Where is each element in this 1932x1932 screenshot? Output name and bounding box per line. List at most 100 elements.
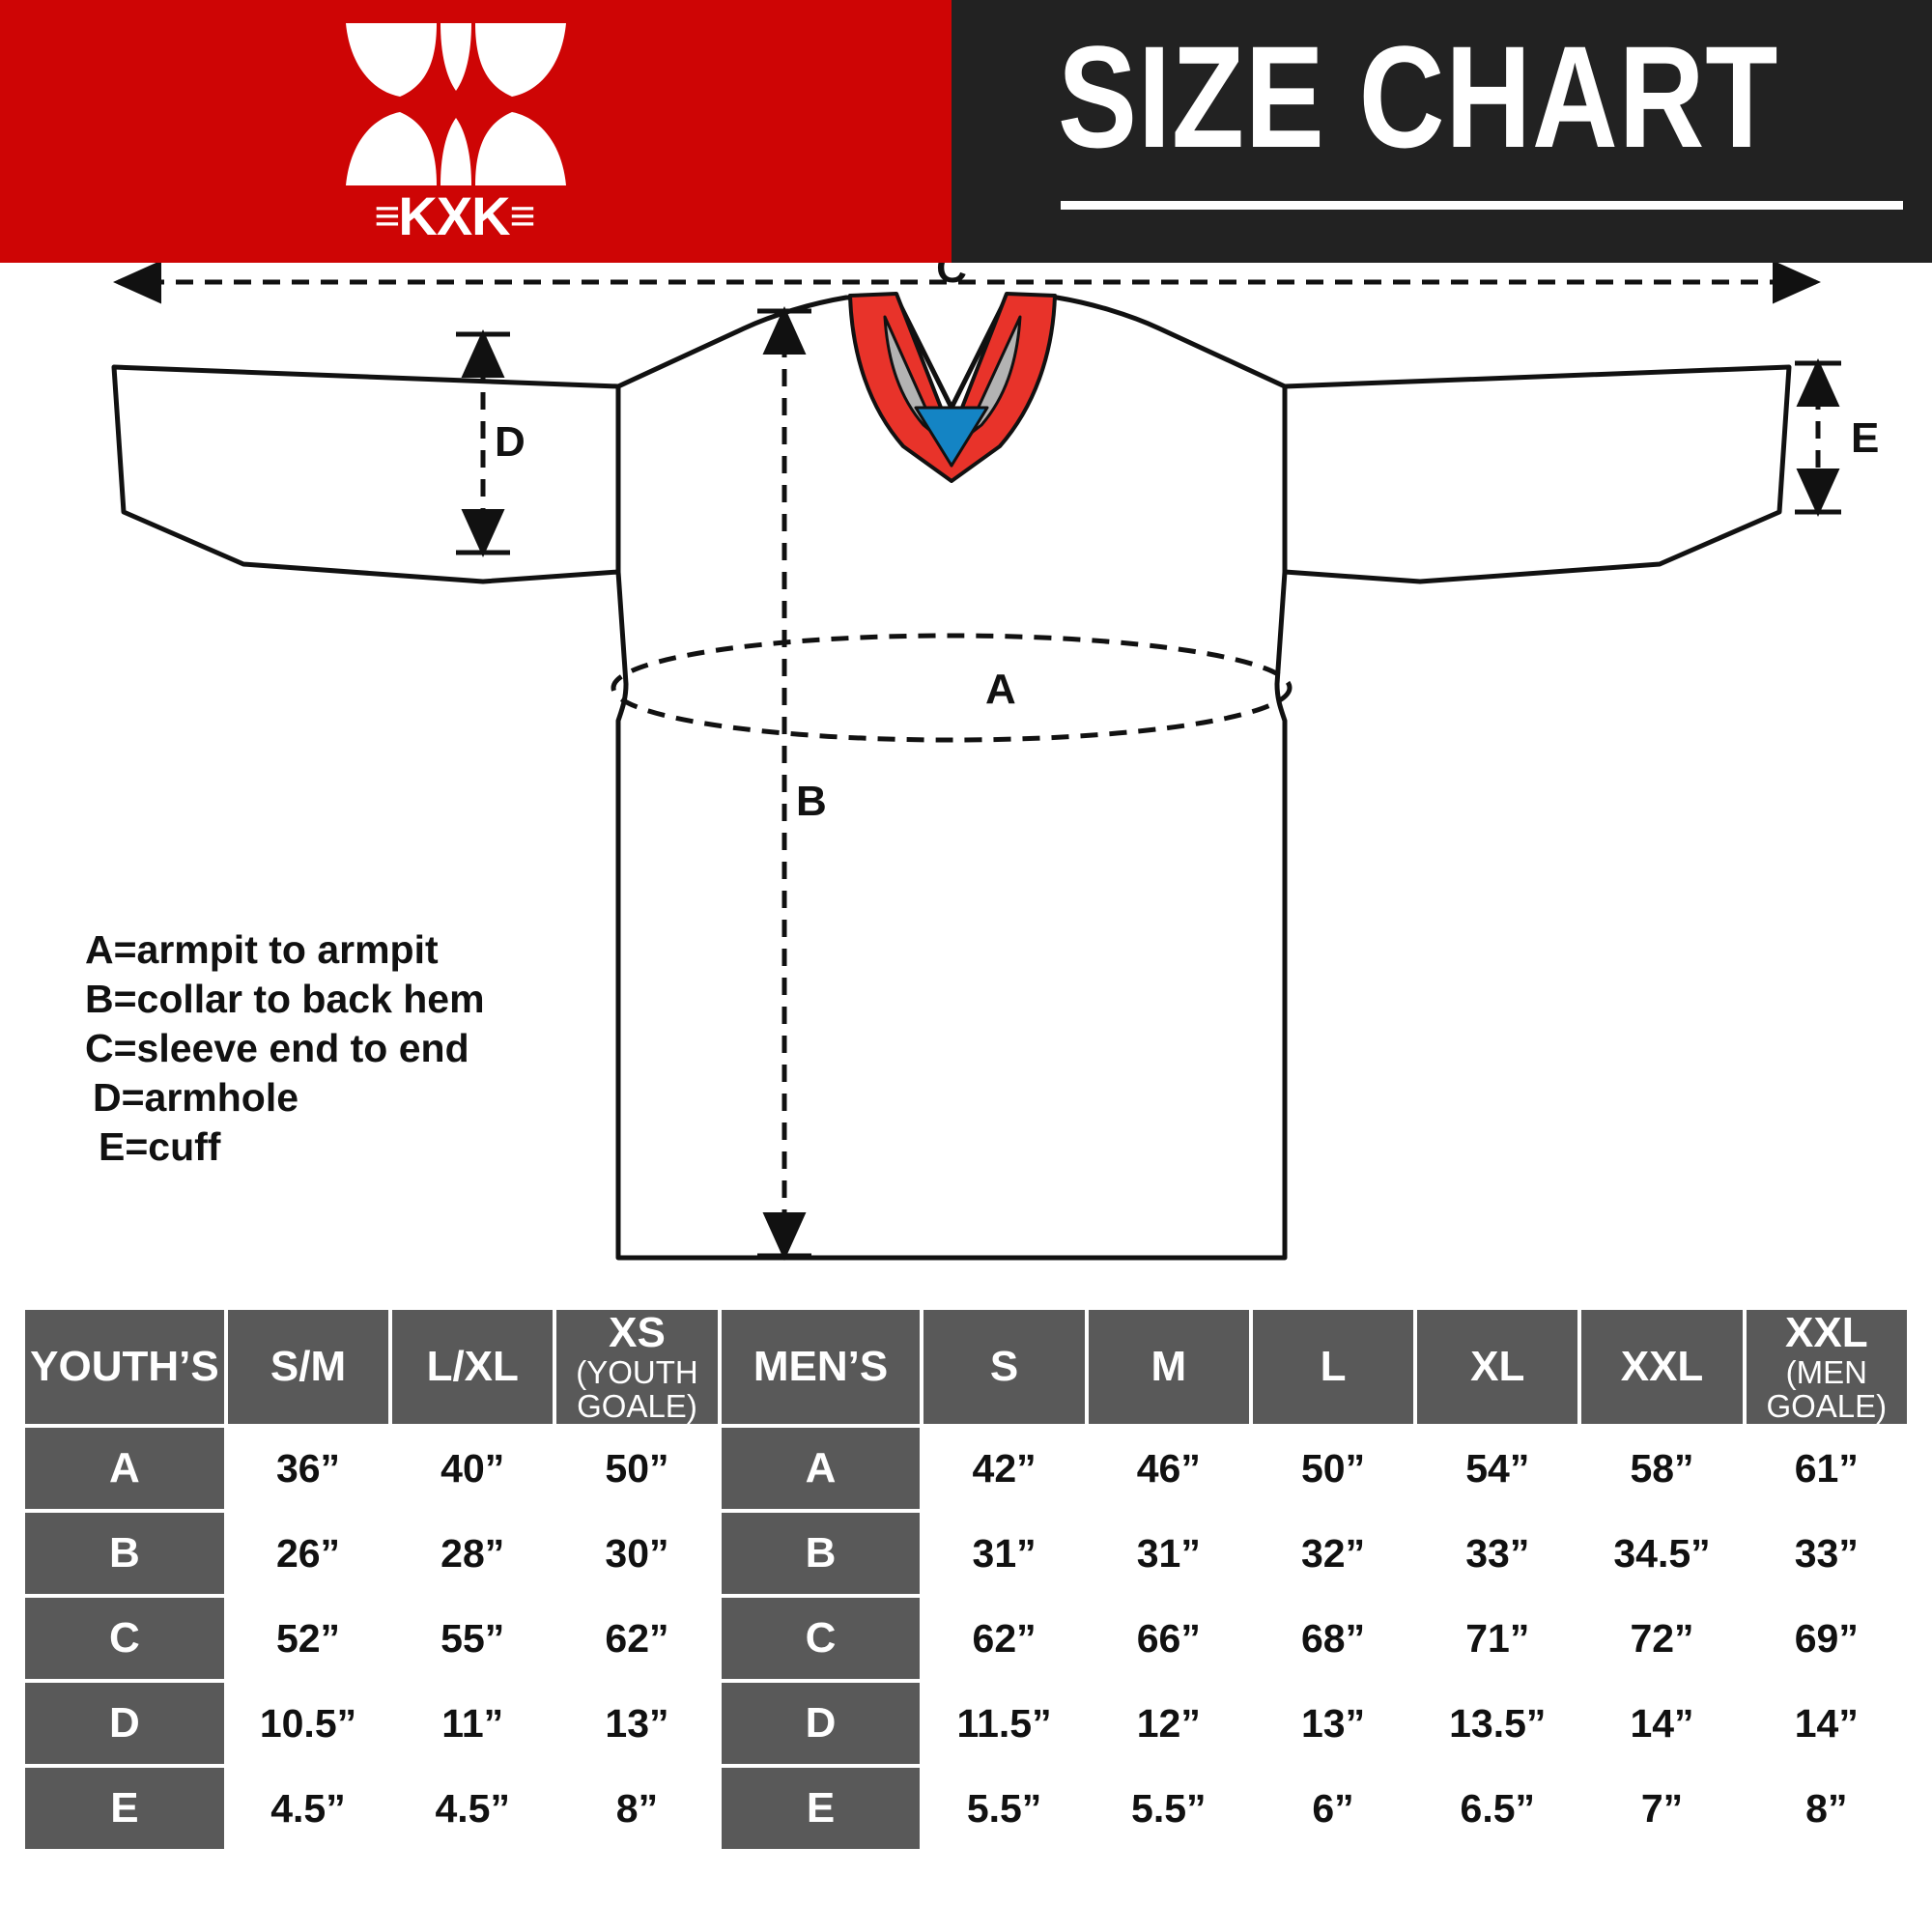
- cell: 55”: [392, 1598, 554, 1679]
- row-label-mens: A: [721, 1428, 921, 1509]
- cell: 11”: [392, 1683, 554, 1764]
- size-name: S: [989, 1343, 1019, 1390]
- cell: 8”: [556, 1768, 718, 1849]
- table-row: C 52” 55” 62” C 62” 66” 68” 71” 72” 69”: [25, 1598, 1907, 1679]
- row-label-youth: A: [25, 1428, 224, 1509]
- cell: 54”: [1417, 1428, 1578, 1509]
- svg-text:C: C: [936, 263, 967, 292]
- cell: 14”: [1581, 1683, 1743, 1764]
- page-header: ≡KXK≡ SIZE CHART: [0, 0, 1932, 263]
- legend-line-d: D=armhole: [93, 1075, 299, 1120]
- cell: 72”: [1581, 1598, 1743, 1679]
- header-mens-size-4: XXL: [1581, 1310, 1743, 1424]
- cell: 26”: [227, 1513, 389, 1594]
- cell: 34.5”: [1581, 1513, 1743, 1594]
- size-name: M: [1151, 1343, 1187, 1390]
- size-table: YOUTH’S S/M L/XL XS (YOUTH GOALE) MEN’S S…: [21, 1306, 1911, 1853]
- cell: 62”: [923, 1598, 1085, 1679]
- row-label-mens: E: [721, 1768, 921, 1849]
- header-logo-panel: ≡KXK≡: [0, 0, 952, 263]
- size-table-body: A 36” 40” 50” A 42” 46” 50” 54” 58” 61” …: [25, 1428, 1907, 1849]
- kxk-hourglass-logo-icon: [344, 21, 568, 187]
- title-underline: [1061, 201, 1903, 210]
- cell: 11.5”: [923, 1683, 1085, 1764]
- row-label-youth: C: [25, 1598, 224, 1679]
- table-row: A 36” 40” 50” A 42” 46” 50” 54” 58” 61”: [25, 1428, 1907, 1509]
- cell: 12”: [1088, 1683, 1249, 1764]
- cell: 14”: [1746, 1683, 1907, 1764]
- cell: 10.5”: [227, 1683, 389, 1764]
- svg-text:E: E: [1851, 414, 1879, 462]
- cell: 66”: [1088, 1598, 1249, 1679]
- row-label-mens: B: [721, 1513, 921, 1594]
- cell: 50”: [1252, 1428, 1414, 1509]
- cell: 7”: [1581, 1768, 1743, 1849]
- cell: 30”: [556, 1513, 718, 1594]
- header-youth-size-0: S/M: [227, 1310, 389, 1424]
- size-name: XS: [609, 1309, 666, 1356]
- size-sub: (MEN GOALE): [1766, 1354, 1888, 1424]
- header-mens-size-1: M: [1088, 1310, 1249, 1424]
- cell: 33”: [1417, 1513, 1578, 1594]
- cell: 40”: [392, 1428, 554, 1509]
- header-mens-size-3: XL: [1417, 1310, 1578, 1424]
- legend-line-a: A=armpit to armpit: [85, 927, 439, 972]
- logo-bars-right-icon: ≡: [509, 190, 536, 241]
- page-title: SIZE CHART: [1058, 15, 1779, 178]
- cell: 46”: [1088, 1428, 1249, 1509]
- cell: 13”: [556, 1683, 718, 1764]
- cell: 6.5”: [1417, 1768, 1578, 1849]
- legend-line-e: E=cuff: [99, 1124, 221, 1169]
- logo-bars-left-icon: ≡: [374, 190, 401, 241]
- measurement-legend: A=armpit to armpit B=collar to back hem …: [85, 925, 485, 1172]
- size-sub: (YOUTH GOALE): [576, 1354, 698, 1424]
- cell: 13.5”: [1417, 1683, 1578, 1764]
- cell: 62”: [556, 1598, 718, 1679]
- cell: 4.5”: [392, 1768, 554, 1849]
- size-name: XXL: [1785, 1309, 1868, 1356]
- size-name: XXL: [1620, 1343, 1704, 1390]
- cell: 58”: [1581, 1428, 1743, 1509]
- cell: 31”: [923, 1513, 1085, 1594]
- svg-text:B: B: [796, 778, 827, 825]
- row-label-youth: B: [25, 1513, 224, 1594]
- size-table-container: YOUTH’S S/M L/XL XS (YOUTH GOALE) MEN’S S…: [21, 1306, 1911, 1853]
- size-name: L/XL: [426, 1343, 519, 1390]
- cell: 61”: [1746, 1428, 1907, 1509]
- cell: 31”: [1088, 1513, 1249, 1594]
- cell: 32”: [1252, 1513, 1414, 1594]
- cell: 28”: [392, 1513, 554, 1594]
- cell: 50”: [556, 1428, 718, 1509]
- cell: 33”: [1746, 1513, 1907, 1594]
- table-row: D 10.5” 11” 13” D 11.5” 12” 13” 13.5” 14…: [25, 1683, 1907, 1764]
- cell: 68”: [1252, 1598, 1414, 1679]
- jersey-diagram: C D B E A A=armpit to armpit: [0, 263, 1932, 1306]
- cell: 6”: [1252, 1768, 1414, 1849]
- svg-text:A: A: [985, 666, 1016, 713]
- cell: 69”: [1746, 1598, 1907, 1679]
- row-label-youth: D: [25, 1683, 224, 1764]
- table-row: B 26” 28” 30” B 31” 31” 32” 33” 34.5” 33…: [25, 1513, 1907, 1594]
- header-mens-size-5: XXL (MEN GOALE): [1746, 1309, 1907, 1424]
- header-title-panel: SIZE CHART: [952, 0, 1932, 263]
- header-mens-size-0: S: [923, 1310, 1085, 1424]
- size-name: XL: [1470, 1343, 1525, 1390]
- size-name: L: [1320, 1343, 1347, 1390]
- brand-wordmark: ≡KXK≡: [319, 187, 589, 244]
- header-mens: MEN’S: [721, 1310, 921, 1424]
- logo-wordmark-text: KXK: [398, 185, 510, 246]
- header-youth-size-1: L/XL: [392, 1310, 554, 1424]
- cell: 5.5”: [923, 1768, 1085, 1849]
- row-label-mens: D: [721, 1683, 921, 1764]
- cell: 13”: [1252, 1683, 1414, 1764]
- table-header-row: YOUTH’S S/M L/XL XS (YOUTH GOALE) MEN’S S…: [25, 1310, 1907, 1424]
- cell: 5.5”: [1088, 1768, 1249, 1849]
- header-youths: YOUTH’S: [25, 1310, 224, 1424]
- size-name: S/M: [270, 1343, 347, 1390]
- table-row: E 4.5” 4.5” 8” E 5.5” 5.5” 6” 6.5” 7” 8”: [25, 1768, 1907, 1849]
- row-label-youth: E: [25, 1768, 224, 1849]
- cell: 4.5”: [227, 1768, 389, 1849]
- cell: 42”: [923, 1428, 1085, 1509]
- cell: 52”: [227, 1598, 389, 1679]
- header-mens-size-2: L: [1252, 1310, 1414, 1424]
